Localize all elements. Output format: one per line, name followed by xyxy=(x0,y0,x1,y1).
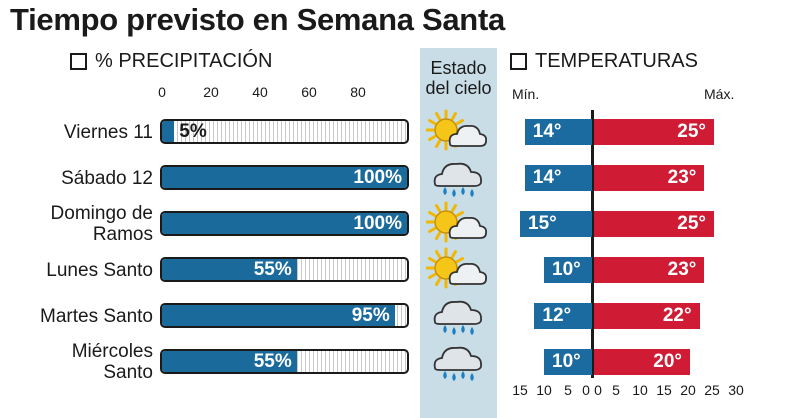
precip-bar-track: 55% xyxy=(160,257,409,282)
precip-bar-track: 100% xyxy=(160,211,409,236)
sky-title-line-2: del cielo xyxy=(425,78,492,98)
temp-tick-label: 10 xyxy=(536,382,552,398)
rain-cloud-icon xyxy=(433,300,483,335)
temp-tick-label: 25 xyxy=(704,382,720,398)
precip-bar-track: 55% xyxy=(160,349,409,374)
day-label: Domingo de Ramos xyxy=(10,202,153,246)
sky-column-title: Estado del cielo xyxy=(420,58,497,98)
temp-max-bar: 25° xyxy=(594,211,714,237)
precip-bar-fill xyxy=(162,167,407,188)
precip-tick-label: 80 xyxy=(350,84,366,100)
sun-cloud-icon xyxy=(426,247,488,289)
temp-tick-label: 30 xyxy=(728,382,744,398)
precip-tick-label: 20 xyxy=(203,84,219,100)
precip-value-label: 5% xyxy=(179,120,207,142)
temp-tick-label: 0 xyxy=(594,382,602,398)
precip-tick-label: 0 xyxy=(158,84,166,100)
precip-section-title: % PRECIPITACIÓN xyxy=(95,50,273,72)
checkbox-square-icon xyxy=(510,53,527,70)
temp-tick-label: 20 xyxy=(680,382,696,398)
day-label-line: Miércoles xyxy=(71,341,153,362)
temp-section-title: TEMPERATURAS xyxy=(535,50,698,72)
precip-bar-fill xyxy=(162,305,395,326)
precip-value-label: 55% xyxy=(253,258,292,280)
temp-max-bar: 23° xyxy=(594,257,705,283)
sky-title-line-1: Estado xyxy=(430,58,487,78)
precip-bar-track: 95% xyxy=(160,303,409,328)
temp-max-bar: 20° xyxy=(594,349,690,375)
precip-tick-label: 40 xyxy=(252,84,268,100)
precip-tick-label: 60 xyxy=(301,84,317,100)
temp-tick-label: 0 xyxy=(582,382,590,398)
temp-tick-label: 5 xyxy=(612,382,620,398)
temp-max-header: Máx. xyxy=(704,86,735,102)
precip-value-label: 55% xyxy=(253,350,292,372)
temp-min-bar: 15° xyxy=(520,211,592,237)
precip-value-label: 100% xyxy=(353,166,402,188)
temp-tick-label: 5 xyxy=(564,382,572,398)
precip-bar-fill xyxy=(162,351,297,372)
day-label: Viernes 11 xyxy=(63,121,153,143)
temp-section-label: TEMPERATURAS xyxy=(510,50,698,73)
precip-bar-track: 5% xyxy=(160,119,409,144)
temp-min-header: Mín. xyxy=(512,86,540,102)
temp-min-bar: 10° xyxy=(544,257,592,283)
precip-bar-fill xyxy=(162,121,175,142)
day-label: Miércoles Santo xyxy=(10,340,153,384)
temp-min-bar: 14° xyxy=(524,119,592,145)
precip-value-label: 95% xyxy=(351,304,390,326)
temp-min-bar: 12° xyxy=(534,303,592,329)
temp-min-bar: 14° xyxy=(524,165,592,191)
sun-cloud-icon xyxy=(426,201,488,243)
day-label: Martes Santo xyxy=(40,305,153,327)
precip-bar-track: 100% xyxy=(160,165,409,190)
rain-cloud-icon xyxy=(433,346,483,381)
precip-bar-fill xyxy=(162,259,297,280)
rain-cloud-icon xyxy=(433,162,483,197)
precip-bar-fill xyxy=(162,213,407,234)
day-label-line: Santo xyxy=(103,362,153,383)
temp-max-bar: 22° xyxy=(594,303,700,329)
temp-min-bar: 10° xyxy=(544,349,592,375)
temp-max-bar: 23° xyxy=(594,165,705,191)
temp-tick-label: 10 xyxy=(632,382,648,398)
day-label-line: Domingo de xyxy=(50,203,153,224)
temp-max-bar: 25° xyxy=(594,119,714,145)
precip-value-label: 100% xyxy=(353,212,402,234)
page-title: Tiempo previsto en Semana Santa xyxy=(10,2,505,37)
day-label: Lunes Santo xyxy=(46,259,153,281)
temp-tick-label: 15 xyxy=(512,382,528,398)
day-label-line: Ramos xyxy=(92,224,153,245)
sun-cloud-icon xyxy=(426,109,488,151)
temp-zero-axis xyxy=(591,110,594,378)
checkbox-square-icon xyxy=(70,53,87,70)
temp-tick-label: 15 xyxy=(656,382,672,398)
day-label: Sábado 12 xyxy=(61,167,153,189)
precip-section-label: % PRECIPITACIÓN xyxy=(70,50,272,73)
